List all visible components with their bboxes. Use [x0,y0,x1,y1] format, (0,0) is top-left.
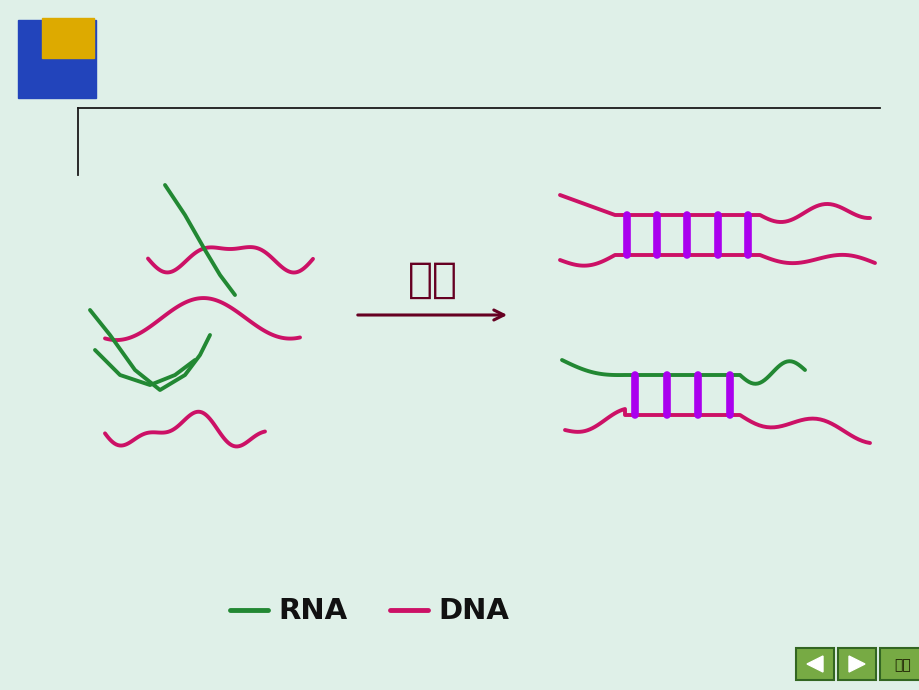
Polygon shape [806,656,823,672]
Polygon shape [848,656,864,672]
Text: DNA: DNA [437,597,508,625]
Bar [795,648,834,680]
Bar [879,648,919,680]
Text: RNA: RNA [278,597,346,625]
Bar [42,18,94,58]
Text: 复性: 复性 [407,259,457,301]
Bar [837,648,875,680]
Text: 目录: 目录 [893,658,911,672]
Bar [18,20,96,98]
